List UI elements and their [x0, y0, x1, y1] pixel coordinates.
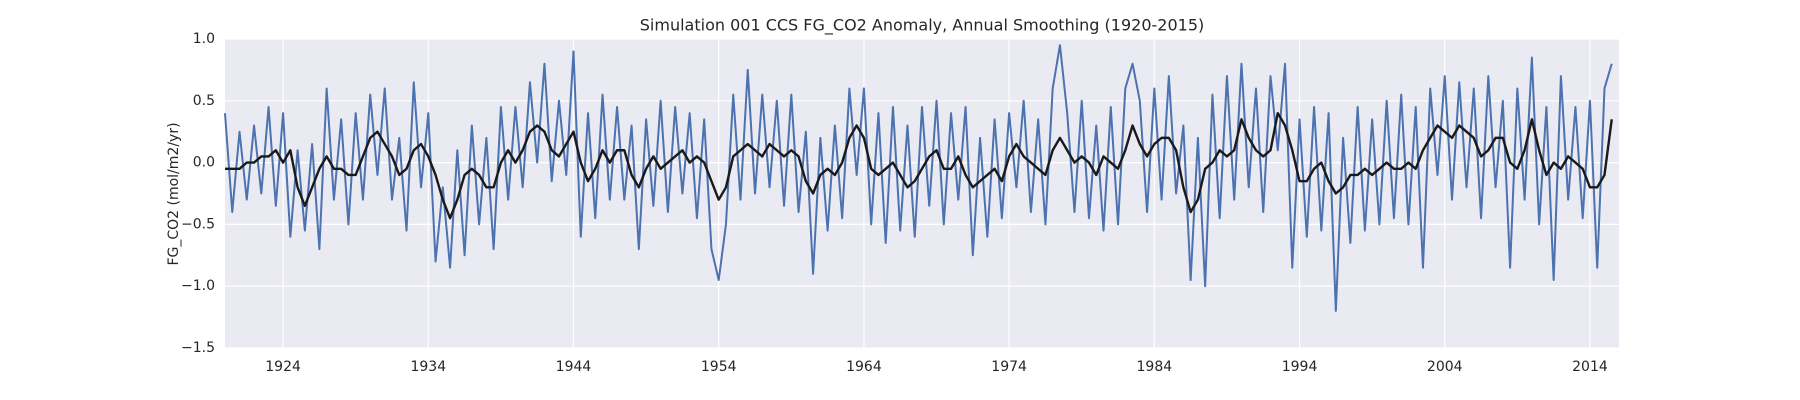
x-tick-label: 1964 [846, 359, 882, 375]
x-tick-label: 1934 [410, 359, 446, 375]
y-tick-label: 1.0 [193, 31, 215, 47]
x-tick-label: 1974 [991, 359, 1027, 375]
x-tick-label: 1924 [265, 359, 301, 375]
x-tick-label: 2004 [1427, 359, 1463, 375]
y-tick-label: −1.5 [181, 340, 215, 356]
chart-title: Simulation 001 CCS FG_CO2 Anomaly, Annua… [640, 16, 1204, 36]
series-line [225, 111, 1613, 220]
x-tick-label: 2014 [1572, 359, 1608, 375]
y-tick-label: 0.0 [193, 155, 215, 171]
y-tick-label: 0.5 [193, 93, 215, 109]
y-tick-label: −0.5 [181, 216, 215, 232]
y-tick-label: −1.0 [181, 278, 215, 294]
y-axis-label: FG_CO2 (mol/m2/yr) [166, 122, 182, 265]
x-tick-label: 1994 [1282, 359, 1318, 375]
x-tick-label: 1954 [701, 359, 737, 375]
series-line [224, 44, 1613, 312]
plot-area [225, 39, 1619, 348]
x-tick-label: 1944 [556, 359, 592, 375]
x-tick-label: 1984 [1137, 359, 1173, 375]
